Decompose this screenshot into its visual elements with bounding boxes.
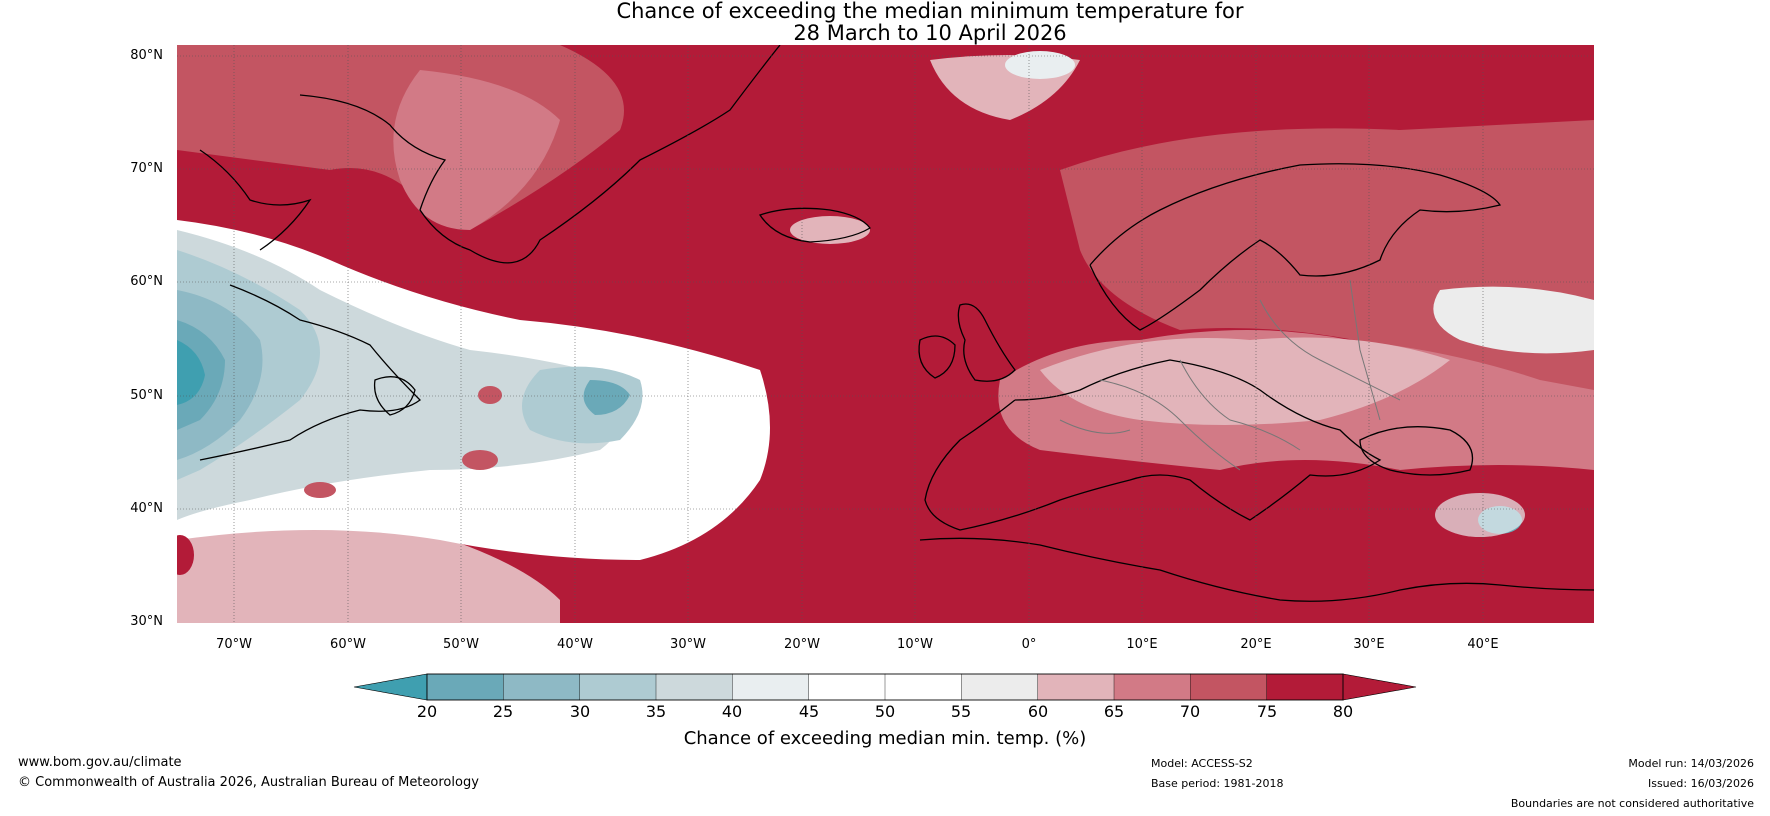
colorbar-tick-30: 30 <box>569 702 591 721</box>
colorbar-tick-55: 55 <box>950 702 972 721</box>
british-isles-coast <box>957 303 1016 382</box>
lat-label-30n: 30°N <box>130 614 163 629</box>
lon-label-10w: 10°W <box>897 637 933 652</box>
lon-label-10e: 10°E <box>1126 637 1158 652</box>
lon-label-70w: 70°W <box>216 637 252 652</box>
newfoundland-coast <box>373 376 416 416</box>
colorbar-cell-70-75 <box>1190 673 1268 701</box>
lon-label-30w: 30°W <box>670 637 706 652</box>
colorbar-cell-35-40 <box>655 673 734 701</box>
lon-label-0: 0° <box>1021 637 1037 652</box>
colorbar-tick-50: 50 <box>874 702 896 721</box>
colorbar-tick-45: 45 <box>798 702 820 721</box>
colorbar <box>353 673 1417 701</box>
lon-label-60w: 60°W <box>330 637 366 652</box>
map-title-line1: Chance of exceeding the median minimum t… <box>616 0 1244 23</box>
baffin-coast <box>199 149 312 251</box>
colorbar-tick-35: 35 <box>645 702 667 721</box>
colorbar-cell-65-70 <box>1113 673 1192 701</box>
lat-label-60n: 60°N <box>130 274 163 289</box>
field-patch-iceland <box>790 216 870 244</box>
footer-disclaimer: Boundaries are not considered authoritat… <box>1510 797 1754 810</box>
lat-label-70n: 70°N <box>130 161 163 176</box>
colorbar-cell-20-25 <box>426 673 505 701</box>
field-band-50-east <box>1433 286 1594 354</box>
field-patch-red-westedge <box>177 535 194 575</box>
probability-field <box>177 45 1594 623</box>
greenland-coast <box>299 45 781 264</box>
footer-model-run: Model run: 14/03/2026 <box>1628 757 1754 770</box>
country-borders <box>1059 279 1401 471</box>
europe-coast <box>924 359 1382 531</box>
iceland-coast <box>758 207 871 243</box>
field-patch-red-atlantic2 <box>462 450 498 470</box>
colorbar-upper-extension <box>1342 673 1417 701</box>
field-patch-svalbard <box>1005 51 1075 79</box>
colorbar-tick-60: 60 <box>1027 702 1049 721</box>
colorbar-tick-80: 80 <box>1332 702 1354 721</box>
colorbar-cell-55-60 <box>961 673 1039 701</box>
lon-label-20w: 20°W <box>784 637 820 652</box>
colorbar-tick-25: 25 <box>492 702 514 721</box>
lat-label-80n: 80°N <box>130 48 163 63</box>
colorbar-cell-45-50 <box>808 673 886 701</box>
colorbar-tick-70: 70 <box>1179 702 1201 721</box>
lon-label-40w: 40°W <box>557 637 593 652</box>
colorbar-tick-40: 40 <box>721 702 743 721</box>
coastlines <box>199 45 1594 602</box>
footer-model: Model: ACCESS-S2 <box>1151 757 1253 770</box>
field-patch-red-atlantic1 <box>478 386 502 404</box>
lat-label-50n: 50°N <box>130 388 163 403</box>
field-patch-white-caspian <box>1435 493 1525 537</box>
colorbar-cell-50-55 <box>884 673 963 701</box>
colorbar-cell-30-35 <box>579 673 657 701</box>
colorbar-tick-75: 75 <box>1256 702 1278 721</box>
lat-label-40n: 40°N <box>130 501 163 516</box>
field-band-40 <box>177 230 627 520</box>
colorbar-cell-75-80 <box>1266 673 1344 701</box>
colorbar-lower-extension <box>353 673 428 701</box>
field-band-60-west <box>177 512 560 623</box>
graticule <box>177 45 1594 623</box>
field-band-20 <box>177 340 205 405</box>
lon-label-50w: 50°W <box>443 637 479 652</box>
colorbar-cell-40-45 <box>732 673 810 701</box>
ireland-coast <box>918 335 956 379</box>
footer-url[interactable]: www.bom.gov.au/climate <box>18 755 182 770</box>
field-band-25-center <box>583 380 630 415</box>
colorbar-tick-20: 20 <box>416 702 438 721</box>
colorbar-cell-25-30 <box>503 673 581 701</box>
map-title-line2: 28 March to 10 April 2026 <box>793 21 1067 45</box>
lon-label-20e: 20°E <box>1240 637 1272 652</box>
north-africa-coast <box>919 537 1594 602</box>
colorbar-frame <box>426 673 1344 701</box>
lon-label-40e: 40°E <box>1467 637 1499 652</box>
colorbar-label: Chance of exceeding median min. temp. (%… <box>683 728 1087 749</box>
colorbar-cell-60-65 <box>1037 673 1115 701</box>
field-patch-red-atlantic3 <box>304 482 336 498</box>
field-band-35-center <box>522 366 643 444</box>
black-sea-coast <box>1359 426 1474 476</box>
scandinavia-coast <box>1089 163 1502 331</box>
footer-copyright: © Commonwealth of Australia 2026, Austra… <box>18 775 479 790</box>
footer-base-period: Base period: 1981-2018 <box>1151 777 1284 790</box>
colorbar-tick-65: 65 <box>1103 702 1125 721</box>
lon-label-30e: 30°E <box>1353 637 1385 652</box>
footer-issued: Issued: 16/03/2026 <box>1647 777 1754 790</box>
field-band-65 <box>393 70 560 230</box>
labrador-coast <box>199 284 421 461</box>
